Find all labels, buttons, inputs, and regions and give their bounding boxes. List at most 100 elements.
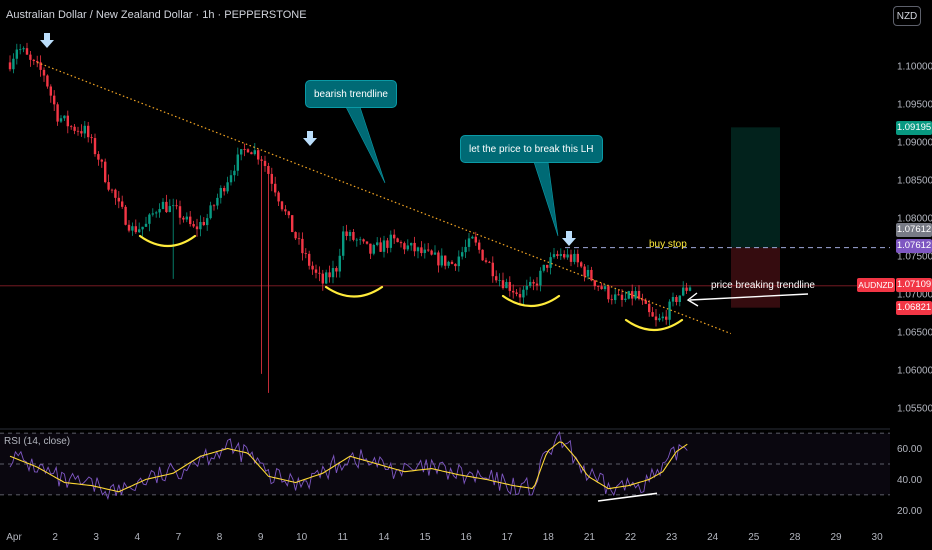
y-tick-label: 1.08500 (897, 176, 932, 187)
candle-body (369, 243, 372, 254)
candle-body (399, 242, 403, 244)
candle-body (243, 149, 246, 150)
candle-body (134, 226, 137, 233)
candle-body (450, 261, 454, 264)
x-tick-label: 10 (296, 532, 308, 543)
candle-body (287, 211, 290, 216)
price-tag-current: 1.07109 (896, 278, 932, 292)
price-breaking-label: price breaking trendline (711, 280, 815, 291)
candle-body (491, 262, 494, 277)
x-tick-label: 16 (461, 532, 473, 543)
candle-body (549, 257, 552, 268)
breakout-arrow-head (686, 292, 699, 307)
x-tick-label: 28 (789, 532, 801, 543)
candle-body (406, 245, 409, 250)
candles (8, 42, 692, 393)
y-tick-label: 1.09500 (897, 100, 932, 111)
candle-body (413, 242, 416, 252)
candle-body (12, 58, 15, 70)
callout-break-lh: let the price to break this LH (460, 135, 603, 163)
candle-body (172, 205, 175, 207)
candle-body (542, 264, 545, 271)
candle-body (144, 223, 148, 227)
candle-body (39, 62, 42, 70)
candle-body (42, 69, 46, 76)
candle-body (25, 48, 29, 55)
candle-body (76, 130, 80, 132)
candle-body (192, 224, 195, 227)
rsi-divergence-line (597, 492, 658, 502)
candle-body (15, 49, 18, 59)
x-tick-label: 30 (872, 532, 884, 543)
rsi-pane (0, 431, 890, 502)
callout-bearish-trendline: bearish trendline (305, 80, 397, 108)
candle-body (284, 209, 287, 212)
swing-low-arc (501, 294, 561, 307)
candle-body (498, 280, 501, 282)
candle-body (246, 149, 250, 153)
candle-body (195, 226, 199, 230)
price-tag-entry: 1.07612 (896, 223, 932, 237)
candle-body (178, 206, 182, 218)
candle-body (471, 236, 474, 239)
candle-body (226, 182, 229, 192)
candle-body (583, 266, 586, 277)
candle-body (267, 165, 270, 174)
drawings (36, 33, 890, 335)
candle-body (546, 264, 549, 268)
candle-body (151, 213, 154, 215)
rsi-tick-label: 40.00 (897, 475, 922, 486)
candle-body (457, 256, 460, 267)
candle-body (661, 316, 664, 319)
candle-body (46, 75, 49, 87)
candle-body (216, 197, 219, 206)
candle-body (335, 268, 338, 272)
candle-body (236, 154, 239, 171)
candle-body (229, 175, 233, 183)
candle-body (22, 48, 25, 50)
candle-body (141, 226, 144, 230)
x-tick-label: 4 (135, 532, 141, 543)
candle-body (556, 254, 559, 256)
candle-body (168, 206, 171, 213)
candle-body (423, 249, 426, 254)
candle-body (219, 188, 222, 198)
candle-body (314, 269, 318, 273)
candle-body (637, 291, 641, 299)
candle-body (19, 49, 22, 51)
candle-body (495, 276, 498, 281)
candle-body (467, 238, 471, 247)
down-arrow-icon (303, 131, 317, 146)
candle-body (379, 242, 382, 252)
candle-body (668, 301, 671, 320)
currency-button[interactable]: NZD (893, 6, 921, 26)
ticker-tag: AUDNZD (857, 278, 895, 292)
candle-body (263, 160, 267, 166)
candle-body (484, 260, 488, 262)
candle-body (675, 297, 678, 302)
take-profit-zone (731, 127, 780, 248)
candle-body (8, 62, 12, 70)
rsi-label: RSI (14, close) (4, 436, 71, 447)
candle-body (508, 281, 511, 291)
candle-body (382, 240, 386, 252)
candle-body (393, 234, 396, 239)
x-tick-label: 17 (502, 532, 514, 543)
candle-body (586, 269, 590, 277)
down-arrow-icon (40, 33, 54, 48)
candle-body (515, 292, 518, 295)
candle-body (121, 201, 124, 207)
candle-body (552, 254, 556, 258)
candle-body (682, 287, 685, 296)
candle-body (610, 299, 613, 301)
candle-body (253, 150, 256, 155)
candle-body (597, 286, 600, 287)
candle-body (447, 261, 450, 266)
down-arrow-icon (562, 231, 576, 246)
x-tick-label: Apr (6, 532, 22, 543)
stop-loss-zone (731, 247, 780, 308)
rsi-tick-label: 20.00 (897, 506, 922, 517)
candle-body (189, 216, 192, 225)
candle-body (114, 189, 117, 198)
